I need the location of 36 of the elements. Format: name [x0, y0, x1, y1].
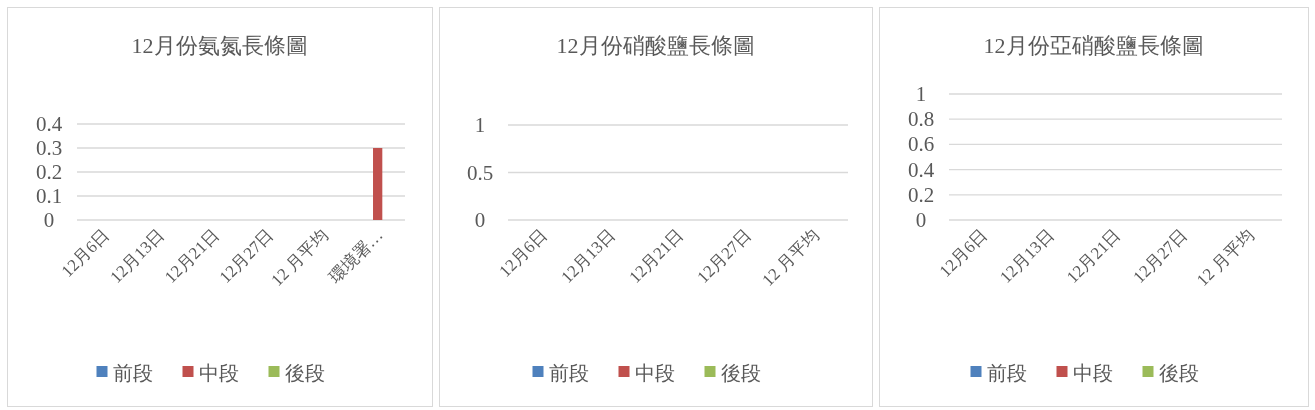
y-tick-label: 0.1 [35, 184, 63, 208]
y-tick-label: 0.8 [907, 107, 935, 132]
chart-title: 12月份硝酸鹽長條圖 [556, 33, 755, 58]
legend-label: 後段 [1158, 362, 1199, 384]
y-tick-label: 0.2 [35, 160, 63, 184]
y-tick-label: 0 [474, 208, 486, 232]
x-tick-label: 12月13日 [557, 225, 619, 287]
y-tick-label: 0.4 [35, 112, 63, 136]
y-tick-label: 0.6 [907, 132, 935, 157]
legend-label: 前段 [548, 362, 589, 384]
chart-title: 12月份氨氮長條圖 [131, 33, 308, 58]
x-tick-label: 12月6日 [935, 225, 992, 281]
y-tick-label: 0 [43, 208, 55, 232]
y-tick-label: 0.5 [466, 160, 494, 185]
x-tick-label: 12月6日 [495, 225, 551, 281]
y-tick-label: 0.3 [35, 136, 63, 160]
legend-label: 前段 [112, 362, 153, 384]
legend-label: 中段 [1072, 362, 1113, 384]
legend-label: 後段 [284, 362, 325, 384]
legend-label: 後段 [720, 362, 761, 384]
x-tick-label: 12 月平均 [758, 225, 823, 290]
x-tick-label: 12 月平均 [1193, 225, 1258, 290]
x-tick-label: 12月13日 [996, 225, 1058, 287]
chart-title: 12月份亞硝酸鹽長條圖 [983, 33, 1204, 58]
x-tick-label: 12月21日 [1062, 225, 1125, 287]
y-tick-label: 0.4 [907, 157, 935, 182]
legend-label: 中段 [198, 362, 239, 384]
y-tick-label: 1 [915, 82, 927, 106]
x-tick-label: 12月21日 [625, 225, 687, 287]
y-tick-label: 0.2 [907, 182, 935, 207]
y-tick-label: 0 [915, 208, 927, 232]
x-tick-label: 12月27日 [1129, 225, 1191, 287]
legend-label: 前段 [986, 362, 1027, 384]
x-tick-label: 12月27日 [693, 225, 755, 287]
y-tick-label: 1 [474, 113, 486, 137]
legend-label: 中段 [634, 362, 675, 384]
